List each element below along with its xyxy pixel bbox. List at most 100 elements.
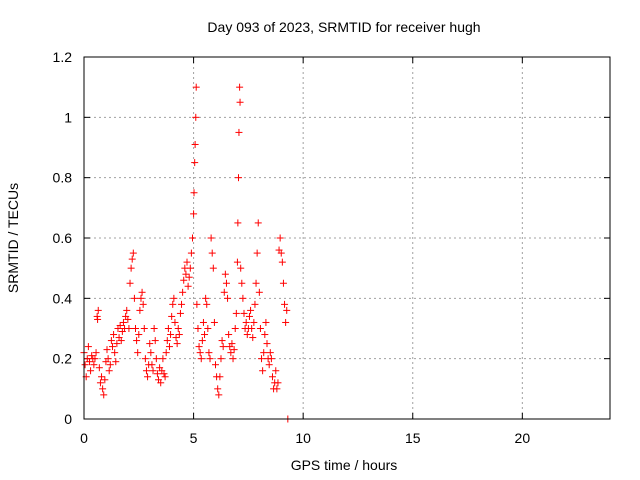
data-point [208, 249, 216, 257]
data-point [235, 174, 243, 182]
data-point [167, 331, 175, 339]
data-point [212, 361, 219, 369]
y-tick-label: 0 [64, 411, 72, 427]
data-point [168, 312, 176, 320]
data-point [196, 349, 204, 357]
data-point [240, 309, 248, 317]
data-point [138, 288, 146, 296]
data-point [129, 249, 137, 257]
data-point [272, 367, 280, 375]
data-point [254, 219, 262, 227]
data-point [128, 255, 136, 263]
data-point [225, 331, 233, 339]
data-point [207, 234, 215, 242]
data-point [140, 325, 148, 332]
data-point [134, 349, 142, 357]
data-point [162, 349, 170, 357]
data-point [107, 337, 115, 345]
data-point [171, 318, 179, 326]
data-point [205, 349, 213, 357]
data-point [87, 367, 95, 375]
data-point [278, 258, 286, 266]
data-point [175, 331, 183, 339]
data-point [94, 315, 102, 323]
data-point [88, 352, 96, 360]
data-point [218, 337, 226, 345]
data-point [283, 306, 291, 314]
data-point [91, 355, 99, 363]
data-point [124, 315, 132, 323]
data-point [174, 325, 182, 332]
data-point [233, 258, 241, 266]
data-point [108, 343, 116, 351]
data-point [192, 83, 200, 91]
data-point [180, 276, 188, 284]
data-point [190, 210, 198, 218]
data-point [112, 358, 120, 366]
data-point [148, 361, 156, 369]
data-point [84, 343, 92, 351]
x-tick-label: 0 [80, 430, 88, 446]
data-point [255, 288, 263, 296]
data-point [236, 83, 244, 91]
y-tick-label: 0.4 [53, 290, 73, 306]
data-point [184, 282, 192, 290]
data-point [153, 370, 161, 378]
data-point [119, 318, 127, 326]
data-point [151, 337, 159, 345]
data-point [238, 279, 246, 287]
y-axis-title: SRMTID / TECUs [5, 183, 21, 293]
data-point [126, 279, 134, 287]
data-point [215, 391, 223, 399]
data-point [150, 325, 158, 332]
data-point [243, 331, 251, 339]
data-point [160, 370, 168, 378]
data-point [267, 355, 275, 363]
data-point [239, 294, 247, 302]
data-point [104, 355, 112, 363]
data-point [169, 300, 177, 308]
data-point [193, 300, 201, 308]
data-point [276, 234, 284, 242]
data-point [248, 325, 256, 332]
data-point [116, 321, 124, 329]
data-point [199, 318, 207, 326]
data-point [229, 355, 237, 363]
data-point [251, 300, 259, 308]
data-point [209, 264, 217, 272]
data-point [201, 331, 209, 339]
chart-title: Day 093 of 2023, SRMTID for receiver hug… [207, 19, 480, 35]
data-point [123, 306, 131, 314]
data-point [203, 300, 211, 308]
data-point [232, 309, 240, 317]
data-point [235, 128, 243, 136]
data-point [224, 294, 232, 302]
data-point [242, 318, 250, 326]
data-point [206, 355, 214, 363]
data-point [273, 385, 281, 393]
data-point [237, 264, 245, 272]
data-point [249, 334, 257, 342]
data-point [152, 355, 160, 363]
data-point [279, 279, 287, 287]
axis-ticks [83, 56, 610, 420]
data-point [135, 331, 143, 339]
data-point [113, 340, 121, 348]
data-point [178, 300, 186, 308]
data-point [164, 325, 172, 332]
data-point [268, 373, 276, 381]
data-point [258, 355, 266, 363]
data-point [132, 325, 140, 332]
data-point [170, 294, 178, 302]
y-tick-label: 1 [64, 109, 72, 125]
y-tick-labels: 0 0.2 0.4 0.6 0.8 1 1.2 [53, 49, 73, 427]
data-point [216, 373, 224, 381]
data-point [92, 349, 100, 357]
data-point [265, 361, 273, 369]
data-point [111, 349, 119, 357]
data-point [195, 343, 203, 351]
data-point [182, 270, 190, 278]
data-point [245, 312, 253, 320]
data-point [192, 113, 200, 121]
